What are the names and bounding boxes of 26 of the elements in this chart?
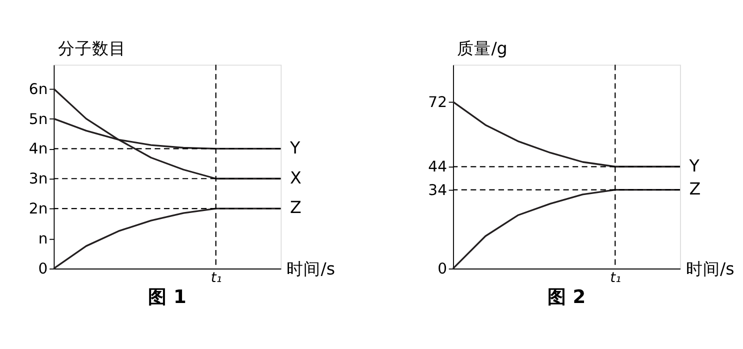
y-tick-label: 6n <box>28 80 48 98</box>
y-axis-title: 质量/g <box>457 39 508 58</box>
x-axis-title: 时间/s <box>286 260 336 279</box>
y-tick-label: n <box>38 230 48 248</box>
y-tick-label: 0 <box>438 260 448 278</box>
y-tick-label: 5n <box>28 110 48 128</box>
y-tick-label: 44 <box>428 158 448 176</box>
series-label: Y <box>288 138 301 158</box>
series-label: Z <box>689 179 701 198</box>
x-tick-label: t₁ <box>210 270 222 286</box>
series-label: X <box>290 168 302 188</box>
line-series <box>52 88 282 180</box>
y-tick-label: 34 <box>428 182 448 199</box>
text: 图 1 <box>148 286 186 308</box>
y-tick-label: 0 <box>38 260 48 278</box>
y-tick-label: 4n <box>28 140 48 158</box>
x-tick-label: t₁ <box>610 270 622 286</box>
line-series <box>452 100 681 168</box>
series-label: Z <box>290 198 302 218</box>
y-tick-label: 3n <box>28 170 48 188</box>
text: 图 2 <box>547 286 586 308</box>
x-axis-title: 时间/s <box>686 260 734 279</box>
y-axis-title: 分子数目 <box>58 39 126 58</box>
y-tick-label: 72 <box>428 94 448 111</box>
series-label: Y <box>688 156 700 176</box>
y-tick-label: 2n <box>28 200 48 218</box>
